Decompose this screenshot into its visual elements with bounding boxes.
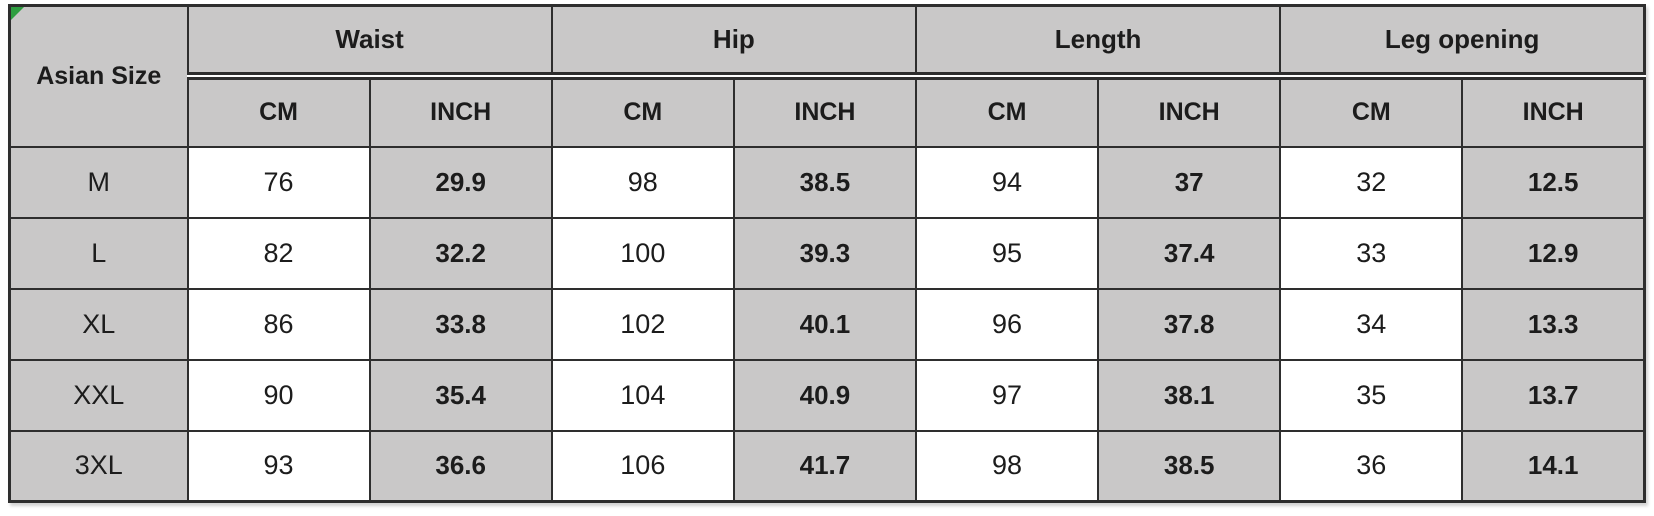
- excel-comment-marker-icon: [11, 7, 24, 20]
- cell-leg-cm: 33: [1279, 216, 1464, 290]
- cell-leg-cm: 35: [1279, 358, 1464, 432]
- cell-leg-inch: 12.9: [1461, 216, 1646, 290]
- cell-waist-cm: 93: [186, 429, 371, 503]
- size-label: XL: [8, 287, 189, 361]
- cell-waist-inch: 33.8: [368, 287, 553, 361]
- table-row-l: L 82 32.2 100 39.3 95 37.4 33 12.9: [8, 216, 1646, 290]
- size-label: XXL: [8, 358, 189, 432]
- unit-header-leg-inch: INCH: [1461, 74, 1646, 148]
- cell-leg-cm: 36: [1279, 429, 1464, 503]
- unit-header-hip-inch: INCH: [732, 74, 918, 148]
- cell-waist-cm: 76: [186, 145, 371, 219]
- cell-waist-inch: 36.6: [368, 429, 553, 503]
- cell-hip-cm: 100: [550, 216, 735, 290]
- cell-waist-cm: 82: [186, 216, 371, 290]
- size-label: L: [8, 216, 189, 290]
- section-header-row: Asian Size Waist Hip Length Leg opening: [8, 4, 1646, 148]
- cell-leg-inch: 12.5: [1461, 145, 1646, 219]
- corner-header-label: Asian Size: [36, 61, 162, 90]
- section-header-waist: Waist: [186, 4, 553, 80]
- cell-leg-inch: 13.7: [1461, 358, 1646, 432]
- cell-hip-cm: 102: [550, 287, 735, 361]
- table-row-m: M 76 29.9 98 38.5 94 37 32 12.5: [8, 145, 1646, 219]
- unit-header-length-cm: CM: [914, 74, 1100, 148]
- unit-header-length-inch: INCH: [1097, 74, 1282, 148]
- cell-length-inch: 37.4: [1097, 216, 1282, 290]
- cell-hip-cm: 104: [550, 358, 735, 432]
- cell-hip-inch: 41.7: [732, 429, 918, 503]
- units-header-row: CM INCH CM INCH CM INCH CM INCH: [10, 74, 1646, 148]
- unit-header-waist-cm: CM: [186, 74, 371, 148]
- cell-hip-cm: 98: [550, 145, 735, 219]
- cell-length-inch: 37.8: [1097, 287, 1282, 361]
- cell-hip-cm: 106: [550, 429, 735, 503]
- size-label: M: [8, 145, 189, 219]
- size-chart-container: Asian Size Waist Hip Length Leg opening …: [8, 4, 1646, 503]
- cell-waist-inch: 29.9: [368, 145, 553, 219]
- unit-header-hip-cm: CM: [550, 74, 735, 148]
- unit-header-waist-inch: INCH: [368, 74, 553, 148]
- section-header-hip: Hip: [550, 4, 918, 80]
- cell-length-inch: 38.5: [1097, 429, 1282, 503]
- cell-waist-cm: 90: [186, 358, 371, 432]
- cell-waist-inch: 32.2: [368, 216, 553, 290]
- unit-header-leg-cm: CM: [1279, 74, 1464, 148]
- size-label: 3XL: [8, 429, 189, 503]
- table-row-3xl: 3XL 93 36.6 106 41.7 98 38.5 36 14.1: [8, 429, 1646, 503]
- size-chart-table: Asian Size Waist Hip Length Leg opening …: [8, 4, 1646, 503]
- cell-hip-inch: 40.1: [732, 287, 918, 361]
- cell-waist-inch: 35.4: [368, 358, 553, 432]
- section-header-length: Length: [914, 4, 1282, 80]
- cell-hip-inch: 40.9: [732, 358, 918, 432]
- cell-waist-cm: 86: [186, 287, 371, 361]
- cell-length-cm: 94: [914, 145, 1100, 219]
- cell-hip-inch: 39.3: [732, 216, 918, 290]
- cell-leg-cm: 34: [1279, 287, 1464, 361]
- table-row-xl: XL 86 33.8 102 40.1 96 37.8 34 13.3: [8, 287, 1646, 361]
- cell-length-cm: 98: [914, 429, 1100, 503]
- table-row-xxl: XXL 90 35.4 104 40.9 97 38.1 35 13.7: [8, 358, 1646, 432]
- cell-length-inch: 38.1: [1097, 358, 1282, 432]
- cell-length-cm: 96: [914, 287, 1100, 361]
- section-header-leg-opening: Leg opening: [1279, 4, 1646, 80]
- corner-header-asian-size: Asian Size: [8, 4, 189, 148]
- cell-leg-cm: 32: [1279, 145, 1464, 219]
- cell-leg-inch: 14.1: [1461, 429, 1646, 503]
- cell-length-cm: 97: [914, 358, 1100, 432]
- cell-length-cm: 95: [914, 216, 1100, 290]
- cell-hip-inch: 38.5: [732, 145, 918, 219]
- cell-leg-inch: 13.3: [1461, 287, 1646, 361]
- cell-length-inch: 37: [1097, 145, 1282, 219]
